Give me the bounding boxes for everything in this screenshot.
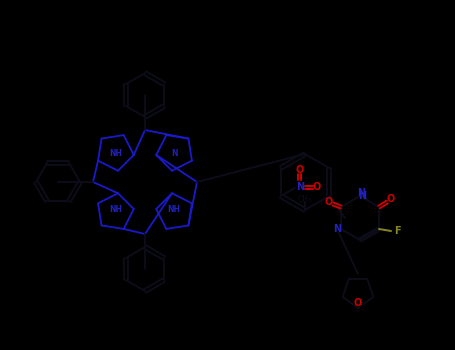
Text: NH: NH [167,204,181,214]
Text: N: N [333,224,341,234]
Text: O: O [313,182,321,192]
Text: NH: NH [110,204,122,214]
Text: N: N [357,188,365,198]
Text: N: N [296,182,304,192]
Text: O: O [354,298,362,308]
Text: O: O [387,194,395,204]
Text: O: O [296,165,304,175]
Text: O: O [325,197,333,207]
Text: N: N [358,191,366,201]
Text: N: N [171,149,177,159]
Text: F: F [394,226,400,236]
Text: NH: NH [110,149,122,159]
Text: CH₃: CH₃ [298,196,312,204]
